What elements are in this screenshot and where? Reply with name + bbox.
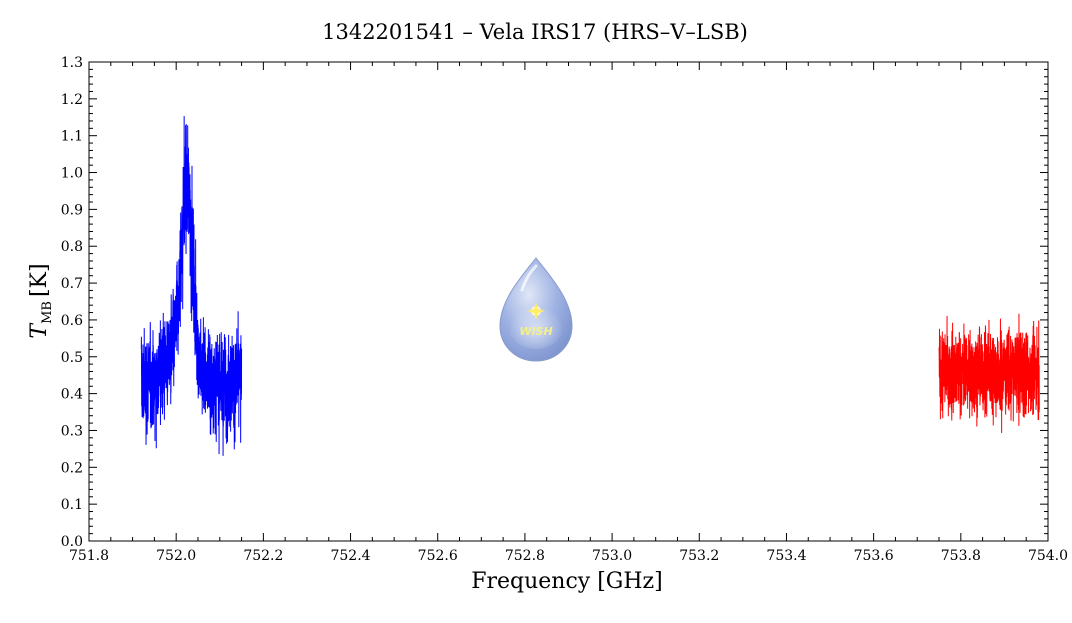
y-tick-label: 0.2 bbox=[61, 460, 83, 476]
y-tick-label: 1.0 bbox=[61, 166, 83, 182]
chart-title: 1342201541 – Vela IRS17 (HRS–V–LSB) bbox=[322, 20, 748, 44]
x-axis-ticks bbox=[88, 62, 1049, 541]
x-tick-label: 754.0 bbox=[1028, 548, 1068, 564]
logo-text: WISH bbox=[519, 325, 552, 338]
x-tick-label: 752.4 bbox=[330, 548, 370, 564]
x-tick-label: 752.0 bbox=[156, 548, 196, 564]
x-tick-label: 753.6 bbox=[854, 548, 894, 564]
drop-highlight bbox=[520, 264, 538, 292]
x-tick-label: 753.0 bbox=[592, 548, 632, 564]
y-tick-label: 1.3 bbox=[61, 55, 83, 71]
y-tick-label: 0.1 bbox=[61, 497, 83, 513]
star-icon bbox=[527, 302, 545, 320]
x-tick-label: 753.2 bbox=[679, 548, 719, 564]
y-tick-label: 0.4 bbox=[61, 387, 83, 403]
series-layer bbox=[140, 116, 1040, 456]
y-axis-label: TMB [K] bbox=[27, 263, 55, 338]
x-axis-label: Frequency [GHz] bbox=[471, 569, 663, 594]
y-axis-subscript: MB bbox=[40, 301, 55, 324]
spectrum-series-2 bbox=[938, 313, 1040, 433]
y-tick-label: 0.9 bbox=[61, 202, 83, 218]
y-tick-label: 0.8 bbox=[61, 239, 83, 255]
x-tick-label: 752.2 bbox=[243, 548, 283, 564]
y-tick-label: 1.2 bbox=[61, 92, 83, 108]
x-tick-label: 753.4 bbox=[766, 548, 806, 564]
y-axis-symbol: T bbox=[27, 322, 52, 339]
spectrum-series-1 bbox=[140, 116, 243, 456]
y-tick-label: 0.7 bbox=[61, 276, 83, 292]
y-tick-label: 0.5 bbox=[61, 350, 83, 366]
drop-glow bbox=[508, 301, 564, 349]
y-tick-label: 0.6 bbox=[61, 313, 83, 329]
x-tick-label: 752.8 bbox=[505, 548, 545, 564]
y-tick-label: 0.0 bbox=[61, 534, 83, 550]
y-axis-unit: [K] bbox=[27, 263, 52, 297]
x-tick-label: 752.6 bbox=[418, 548, 458, 564]
wish-logo: WISH bbox=[499, 257, 573, 362]
x-tick-labels: 751.8 752.0 752.2 752.4 752.6 752.8 753.0 753.2… bbox=[69, 548, 1068, 564]
x-tick-label: 751.8 bbox=[69, 548, 109, 564]
y-tick-label: 1.1 bbox=[61, 129, 83, 145]
plot-frame bbox=[88, 61, 1049, 542]
y-tick-label: 0.3 bbox=[61, 423, 83, 439]
x-tick-label: 753.8 bbox=[941, 548, 981, 564]
y-axis-ticks bbox=[89, 61, 1048, 542]
y-tick-labels: 0.0 0.1 0.2 0.3 0.4 0.5 0.6 0.7 0.8 0.9 1.0 1.1 1.2 1… bbox=[61, 55, 83, 550]
